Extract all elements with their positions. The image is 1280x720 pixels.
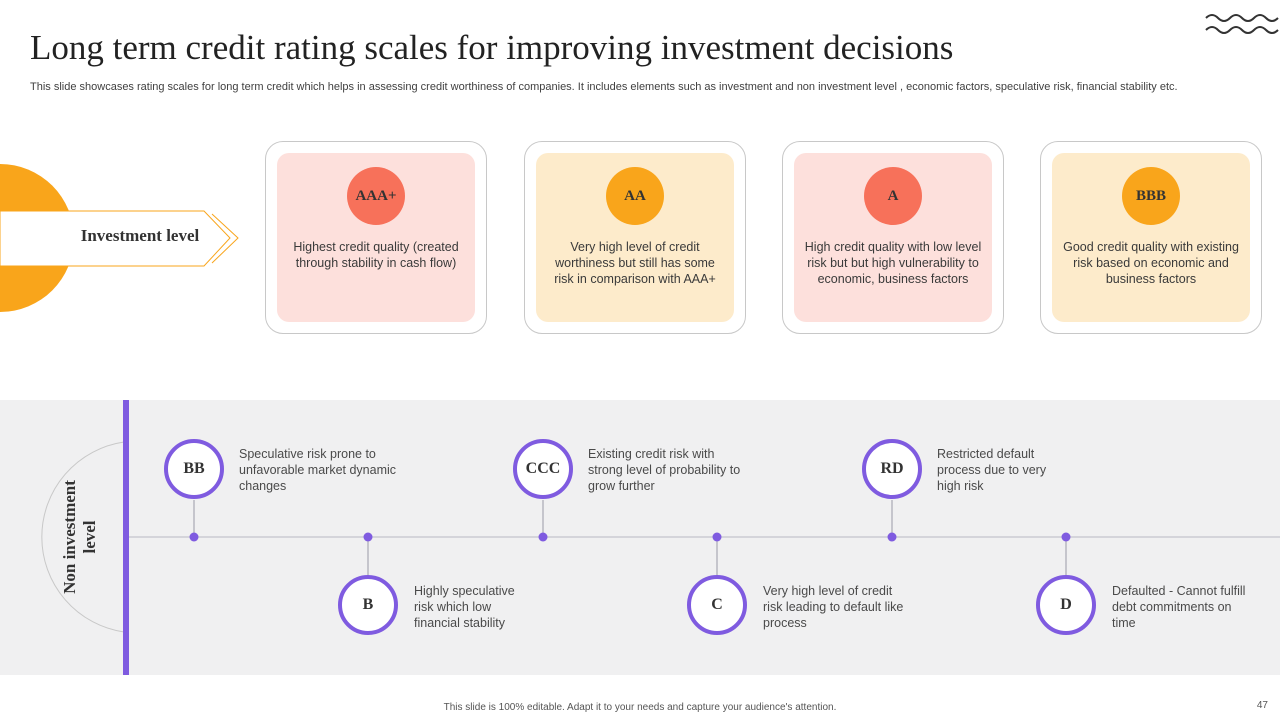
rating-card-aaa-plus: AAA+ Highest credit quality (created thr… xyxy=(265,141,487,334)
timeline-vertical-bar xyxy=(123,400,129,675)
rating-badge: BBB xyxy=(1122,167,1180,225)
page-title: Long term credit rating scales for impro… xyxy=(30,28,954,67)
rating-node-d: D xyxy=(1036,575,1096,635)
rating-node-b: B xyxy=(338,575,398,635)
investment-arrow-banner xyxy=(0,210,239,267)
footer-note: This slide is 100% editable. Adapt it to… xyxy=(443,702,837,713)
rating-badge: AA xyxy=(606,167,664,225)
rating-description: Highest credit quality (created through … xyxy=(293,240,459,270)
rating-node-description: Speculative risk prone to unfavorable ma… xyxy=(239,447,397,493)
rating-description: High credit quality with low level risk … xyxy=(804,240,982,286)
timeline-connectors xyxy=(129,500,1280,575)
rating-node-ccc: CCC xyxy=(513,439,573,499)
page-number: 47 xyxy=(1256,700,1268,711)
rating-node-rd: RD xyxy=(862,439,922,499)
rating-description: Good credit quality with existing risk b… xyxy=(1063,240,1239,286)
rating-card-bbb: BBB Good credit quality with existing ri… xyxy=(1040,141,1262,334)
page-subtitle: This slide showcases rating scales for l… xyxy=(30,81,1178,93)
wave-decoration-icon xyxy=(1205,14,1279,34)
rating-node-description: Defaulted - Cannot fulfill debt commitme… xyxy=(1112,584,1246,630)
rating-node-description: Existing credit risk with strong level o… xyxy=(588,447,741,493)
rating-node-c: C xyxy=(687,575,747,635)
rating-node-bb: BB xyxy=(164,439,224,499)
rating-description: Very high level of credit worthiness but… xyxy=(554,240,716,286)
rating-node-description: Very high level of credit risk leading t… xyxy=(763,584,904,630)
rating-card-aa: AA Very high level of credit worthiness … xyxy=(524,141,746,334)
rating-badge: A xyxy=(864,167,922,225)
rating-node-description: Highly speculative risk which low financ… xyxy=(414,584,515,630)
rating-card-a: A High credit quality with low level ris… xyxy=(782,141,1004,334)
investment-level-label: Investment level xyxy=(80,226,200,245)
non-investment-arc xyxy=(41,441,125,633)
rating-badge: AAA+ xyxy=(347,167,405,225)
rating-node-description: Restricted default process due to very h… xyxy=(937,447,1047,493)
